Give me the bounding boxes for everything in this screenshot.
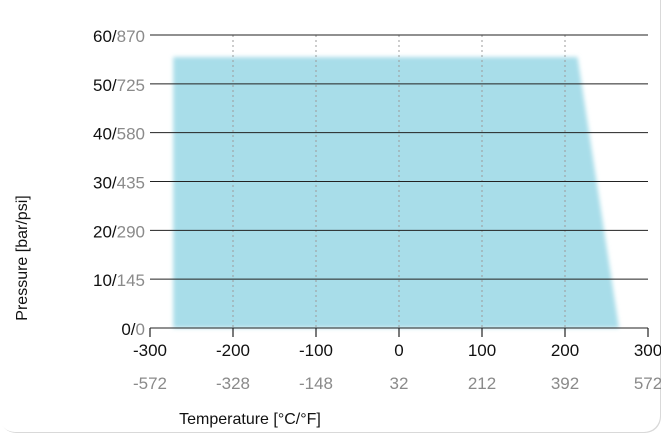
x-tick-label-fahrenheit--328: -328 [216, 374, 250, 393]
y-tick-label-0-0: 0/0 [121, 320, 145, 339]
y-tick-label-40-580: 40/580 [93, 125, 145, 144]
y-tick-psi-value-0: 0 [136, 320, 145, 339]
y-tick-psi-value-870: 870 [117, 27, 145, 46]
y-tick-label-60-870: 60/870 [93, 27, 145, 46]
x-tick-label-celsius-100: 100 [468, 341, 496, 360]
x-tick-label-celsius-200: 200 [551, 341, 579, 360]
x-tick-label-celsius--100: -100 [299, 341, 333, 360]
operating-area [173, 57, 619, 328]
x-tick-label-fahrenheit--572: -572 [133, 374, 167, 393]
y-tick-label-30-435: 30/435 [93, 174, 145, 193]
y-tick-psi-value-145: 145 [117, 271, 145, 290]
y-tick-bar-value-20: 20/ [93, 222, 117, 241]
y-tick-psi-value-435: 435 [117, 174, 145, 193]
y-tick-psi-value-290: 290 [117, 222, 145, 241]
operating-area-layer [173, 57, 619, 328]
axis-labels: Temperature [°C/°F] Pressure [bar/psi] [14, 195, 321, 428]
x-axis-title: Temperature [°C/°F] [179, 411, 321, 428]
y-tick-bar-value-40: 40/ [93, 125, 117, 144]
x-tick-label-fahrenheit-572: 572 [634, 374, 661, 393]
y-tick-bar-value-50: 50/ [93, 76, 117, 95]
y-tick-label-10-145: 10/145 [93, 271, 145, 290]
x-tick-label-fahrenheit-32: 32 [390, 374, 409, 393]
x-tick-label-fahrenheit-212: 212 [468, 374, 496, 393]
y-tick-bar-value-60: 60/ [93, 27, 117, 46]
x-tick-label-celsius--300: -300 [133, 341, 167, 360]
x-tick-label-fahrenheit-392: 392 [551, 374, 579, 393]
y-tick-label-20-290: 20/290 [93, 222, 145, 241]
y-tick-psi-value-725: 725 [117, 76, 145, 95]
y-tick-bar-value-0: 0/ [121, 320, 135, 339]
x-tick-label-celsius-300: 300 [634, 341, 661, 360]
y-tick-bar-value-10: 10/ [93, 271, 117, 290]
y-tick-psi-value-580: 580 [117, 125, 145, 144]
y-tick-bar-value-30: 30/ [93, 174, 117, 193]
grid-layer [149, 34, 649, 337]
tick-layer: -300 -572 -200 -328 -100 -148 0 32 100 212 200 392 3… [93, 27, 661, 393]
x-tick-label-celsius--200: -200 [216, 341, 250, 360]
x-tick-label-fahrenheit--148: -148 [299, 374, 333, 393]
x-tick-label-celsius-0: 0 [394, 341, 403, 360]
y-axis-title: Pressure [bar/psi] [14, 195, 31, 320]
y-tick-label-50-725: 50/725 [93, 76, 145, 95]
